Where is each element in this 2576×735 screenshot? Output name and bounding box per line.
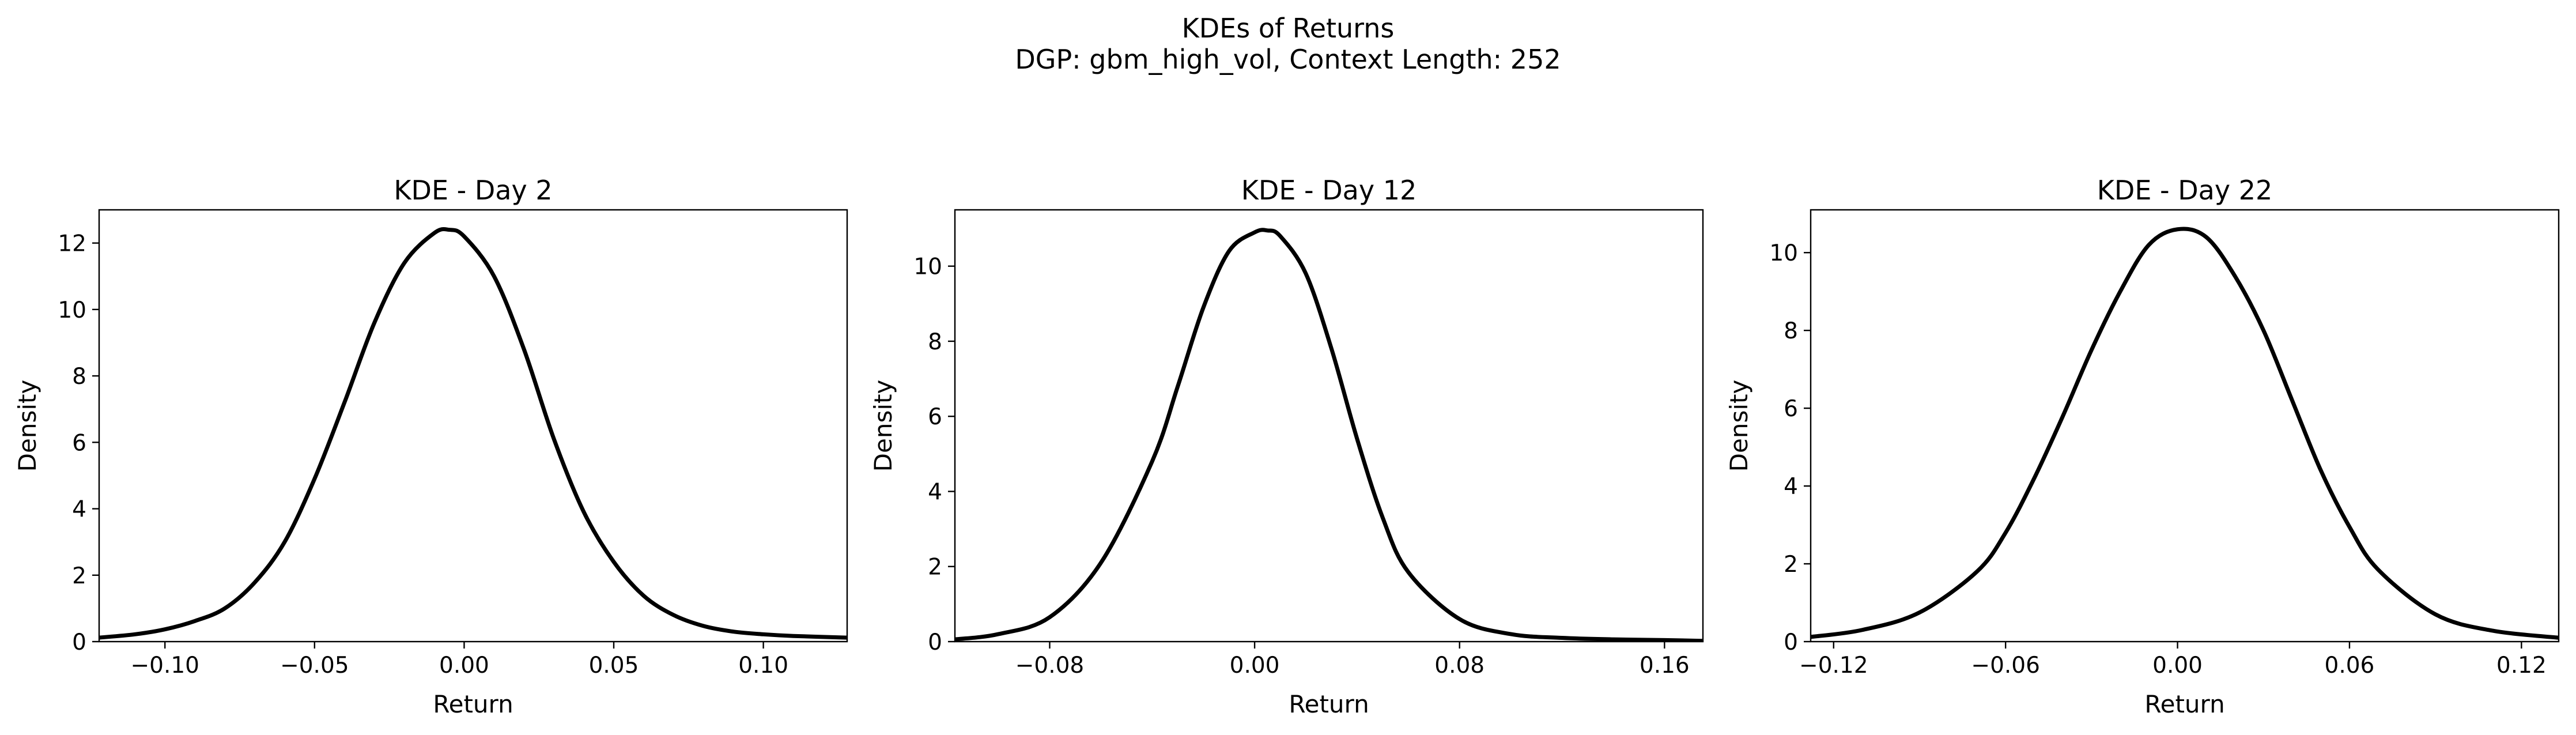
kde-line xyxy=(99,227,847,640)
x-tick-label: 0.00 xyxy=(439,653,489,679)
y-tick-label: 4 xyxy=(1784,474,1798,500)
axes-frame xyxy=(954,209,1704,643)
x-tick-label: −0.06 xyxy=(1971,653,2040,679)
y-axis-label: Density xyxy=(1725,380,1753,472)
y-tick-label: 6 xyxy=(928,404,942,430)
kde-panel-3: KDE - Day 22 −0.12 −0.06 0.00 0.06 0.12 0 2 4 6 8 1… xyxy=(1725,175,2560,718)
y-tick-label: 4 xyxy=(72,497,86,523)
x-axis-label: Return xyxy=(1289,690,1369,718)
x-tick-label: 0.16 xyxy=(1640,653,1690,679)
x-tick-label: 0.00 xyxy=(2152,653,2203,679)
y-tick-label: 0 xyxy=(1784,630,1798,655)
panel-title: KDE - Day 22 xyxy=(2097,175,2272,206)
y-tick-label: 0 xyxy=(72,630,86,655)
y-tick-label: 2 xyxy=(72,563,86,589)
figure-title: KDEs of Returns xyxy=(1181,13,1395,44)
x-tick-label: 0.12 xyxy=(2496,653,2547,679)
panel-title: KDE - Day 2 xyxy=(394,175,552,206)
x-axis-label: Return xyxy=(2144,690,2224,718)
axes-frame xyxy=(1810,209,2560,643)
y-tick-label: 10 xyxy=(1769,240,1798,266)
y-tick-label: 8 xyxy=(928,329,942,355)
y-tick-label: 6 xyxy=(72,430,86,456)
kde-panel-1: KDE - Day 2 −0.10 −0.05 0.00 0.05 0.10 0 2 4 6 8 10… xyxy=(13,175,848,718)
x-tick-label: 0.05 xyxy=(589,653,639,679)
panel-title: KDE - Day 12 xyxy=(1241,175,1417,206)
x-tick-label: −0.12 xyxy=(1799,653,1868,679)
kde-panel-2: KDE - Day 12 −0.08 0.00 0.08 0.16 0 2 4 6 8 10 Retu… xyxy=(869,175,1704,718)
kde-line xyxy=(955,228,1703,642)
x-tick-label: −0.05 xyxy=(280,653,349,679)
y-tick-label: 8 xyxy=(72,364,86,390)
x-tick-label: −0.08 xyxy=(1015,653,1085,679)
y-tick-label: 2 xyxy=(928,555,942,581)
x-tick-label: 0.10 xyxy=(738,653,788,679)
y-tick-label: 2 xyxy=(1784,552,1798,578)
y-tick-label: 10 xyxy=(58,297,86,323)
x-axis-label: Return xyxy=(433,690,513,718)
axes-frame xyxy=(98,209,848,643)
y-tick-label: 4 xyxy=(928,479,942,505)
x-tick-label: −0.10 xyxy=(130,653,199,679)
x-tick-label: 0.06 xyxy=(2325,653,2375,679)
kde-line xyxy=(1811,227,2559,640)
x-tick-label: 0.00 xyxy=(1230,653,1280,679)
y-tick-label: 12 xyxy=(58,231,86,257)
y-tick-label: 0 xyxy=(928,630,942,655)
figure-subtitle: DGP: gbm_high_vol, Context Length: 252 xyxy=(1015,44,1561,75)
y-tick-label: 10 xyxy=(913,254,942,280)
y-tick-label: 6 xyxy=(1784,396,1798,422)
y-axis-label: Density xyxy=(13,380,41,472)
y-tick-label: 8 xyxy=(1784,318,1798,344)
y-axis-label: Density xyxy=(869,380,897,472)
x-tick-label: 0.08 xyxy=(1434,653,1485,679)
